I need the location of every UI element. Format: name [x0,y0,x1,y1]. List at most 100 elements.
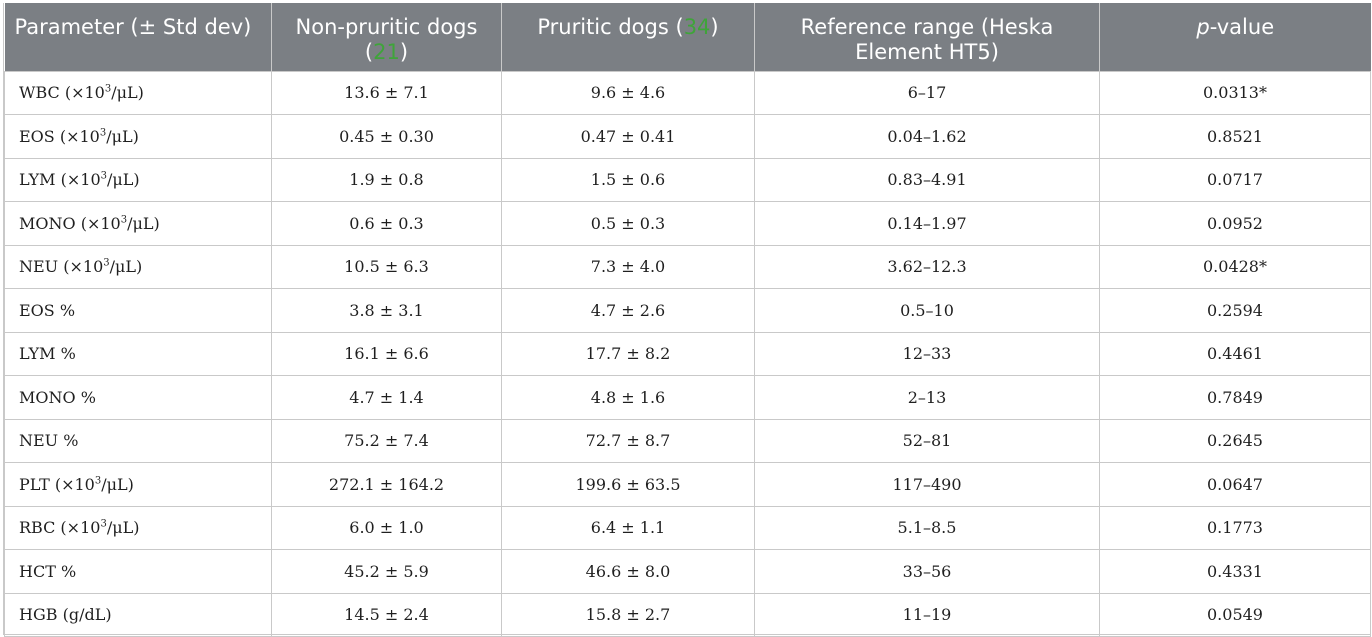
cell-pruritic: 4.7 ± 2.6 [501,288,755,333]
cell-reference-range: 0.83–4.91 [754,157,1100,202]
cell-p-value: 0.0647 [1099,462,1371,507]
data-table-container: Parameter (± Std dev) Non-pruritic dogs … [3,3,1371,637]
parameter-unit: /μL) [111,83,144,103]
parameter-exponent: 3 [100,518,107,530]
cell-parameter: EOS % [4,288,272,333]
cell-reference-range: 3.62–12.3 [754,244,1100,289]
header-pruritic-close: ) [710,15,719,39]
cell-reference-range: 12–33 [754,331,1100,376]
header-row: Parameter (± Std dev) Non-pruritic dogs … [4,3,1371,72]
table-row: PLT (×103/μL) 272.1 ± 164.2 199.6 ± 63.5 11… [4,462,1371,507]
header-reference-range: Reference range (Heska Element HT5) [754,3,1100,72]
cell-reference-range: 0.14–1.97 [754,201,1100,246]
cell-p-value: 0.0428* [1099,244,1371,289]
parameter-exponent: 3 [120,214,128,226]
cell-reference-range: 0.04–1.62 [754,114,1100,159]
parameter-name: MONO % [19,387,96,407]
cell-parameter: EOS (×103/μL) [4,114,272,159]
table-row: EOS (×103/μL) 0.45 ± 0.30 0.47 ± 0.41 0.04–… [4,114,1371,159]
parameter-exponent: 3 [103,257,110,269]
header-non-pruritic-count: 21 [373,40,400,64]
table-row: LYM % 16.1 ± 6.6 17.7 ± 8.2 12–33 0.4461 [4,331,1371,376]
cell-parameter: HGB (g/dL) [4,592,272,637]
header-pruritic-label: Pruritic dogs ( [537,15,684,39]
cell-reference-range: 5.1–8.5 [754,505,1100,550]
cell-p-value: 0.4461 [1099,331,1371,376]
parameter-unit: /μL) [127,213,160,233]
cell-pruritic: 0.5 ± 0.3 [501,201,755,246]
cell-pruritic: 15.8 ± 2.7 [501,592,755,637]
cell-non-pruritic: 14.5 ± 2.4 [271,592,502,637]
cell-parameter: WBC (×103/μL) [4,70,272,115]
header-pruritic: Pruritic dogs (34) [501,3,755,72]
cell-parameter: MONO (×103/μL) [4,201,272,246]
cell-p-value: 0.2594 [1099,288,1371,333]
header-non-pruritic-label: Non-pruritic dogs ( [295,15,478,64]
cell-pruritic: 4.8 ± 1.6 [501,375,755,420]
parameter-name: RBC (×10 [19,518,101,538]
header-pruritic-count: 34 [683,15,711,39]
cell-non-pruritic: 10.5 ± 6.3 [271,244,502,289]
parameter-name: MONO (×10 [19,213,121,233]
parameter-unit: /μL) [101,474,134,494]
parameter-name: WBC (×10 [19,83,105,103]
cell-non-pruritic: 4.7 ± 1.4 [271,375,502,420]
cell-p-value: 0.0952 [1099,201,1371,246]
table-row: RBC (×103/μL) 6.0 ± 1.0 6.4 ± 1.1 5.1–8.5 0.… [4,505,1371,550]
cell-pruritic: 7.3 ± 4.0 [501,244,755,289]
cell-reference-range: 2–13 [754,375,1100,420]
blood-parameters-table: Parameter (± Std dev) Non-pruritic dogs … [4,3,1371,637]
cell-reference-range: 11–19 [754,592,1100,637]
cell-pruritic: 72.7 ± 8.7 [501,418,755,463]
cell-p-value: 0.2645 [1099,418,1371,463]
cell-pruritic: 46.6 ± 8.0 [501,549,755,594]
cell-p-value: 0.1773 [1099,505,1371,550]
parameter-unit: /μL) [107,170,140,190]
cell-pruritic: 199.6 ± 63.5 [501,462,755,507]
cell-non-pruritic: 0.6 ± 0.3 [271,201,502,246]
cell-pruritic: 9.6 ± 4.6 [501,70,755,115]
parameter-exponent: 3 [104,83,112,95]
cell-pruritic: 6.4 ± 1.1 [501,505,755,550]
cell-non-pruritic: 6.0 ± 1.0 [271,505,502,550]
parameter-name: HGB (g/dL) [19,605,112,625]
cell-non-pruritic: 1.9 ± 0.8 [271,157,502,202]
cell-parameter: NEU % [4,418,272,463]
table-row: HGB (g/dL) 14.5 ± 2.4 15.8 ± 2.7 11–19 0.054… [4,592,1371,637]
cell-reference-range: 52–81 [754,418,1100,463]
cell-parameter: LYM (×103/μL) [4,157,272,202]
parameter-name: LYM % [19,344,76,364]
parameter-unit: /μL) [106,126,139,146]
parameter-unit: /μL) [106,518,140,538]
cell-pruritic: 0.47 ± 0.41 [501,114,755,159]
cell-parameter: RBC (×103/μL) [4,505,272,550]
cell-reference-range: 33–56 [754,549,1100,594]
header-non-pruritic: Non-pruritic dogs (21) [271,3,502,72]
table-row: NEU % 75.2 ± 7.4 72.7 ± 8.7 52–81 0.2645 [4,418,1371,463]
parameter-name: LYM (×10 [19,170,101,190]
cell-p-value: 0.4331 [1099,549,1371,594]
cell-p-value: 0.0549 [1099,592,1371,637]
parameter-name: EOS % [19,300,76,320]
cell-non-pruritic: 0.45 ± 0.30 [271,114,502,159]
cell-non-pruritic: 75.2 ± 7.4 [271,418,502,463]
table-row: LYM (×103/μL) 1.9 ± 0.8 1.5 ± 0.6 0.83–4.91… [4,157,1371,202]
table-body: WBC (×103/μL) 13.6 ± 7.1 9.6 ± 4.6 6–17 0.03… [4,70,1371,637]
cell-non-pruritic: 13.6 ± 7.1 [271,70,502,115]
table-row: MONO % 4.7 ± 1.4 4.8 ± 1.6 2–13 0.7849 [4,375,1371,420]
header-p-value: p-value [1099,3,1371,72]
cell-reference-range: 117–490 [754,462,1100,507]
table-row: NEU (×103/μL) 10.5 ± 6.3 7.3 ± 4.0 3.62–12.… [4,244,1371,289]
table-row: WBC (×103/μL) 13.6 ± 7.1 9.6 ± 4.6 6–17 0.03… [4,70,1371,115]
parameter-name: PLT (×10 [19,474,95,494]
parameter-name: EOS (×10 [19,126,100,146]
parameter-exponent: 3 [100,170,108,182]
header-p-italic: p [1196,15,1210,39]
cell-p-value: 0.0717 [1099,157,1371,202]
cell-p-value: 0.0313* [1099,70,1371,115]
header-non-pruritic-close: ) [399,40,409,64]
parameter-exponent: 3 [99,127,107,139]
cell-non-pruritic: 16.1 ± 6.6 [271,331,502,376]
header-parameter: Parameter (± Std dev) [4,3,272,72]
cell-non-pruritic: 3.8 ± 3.1 [271,288,502,333]
